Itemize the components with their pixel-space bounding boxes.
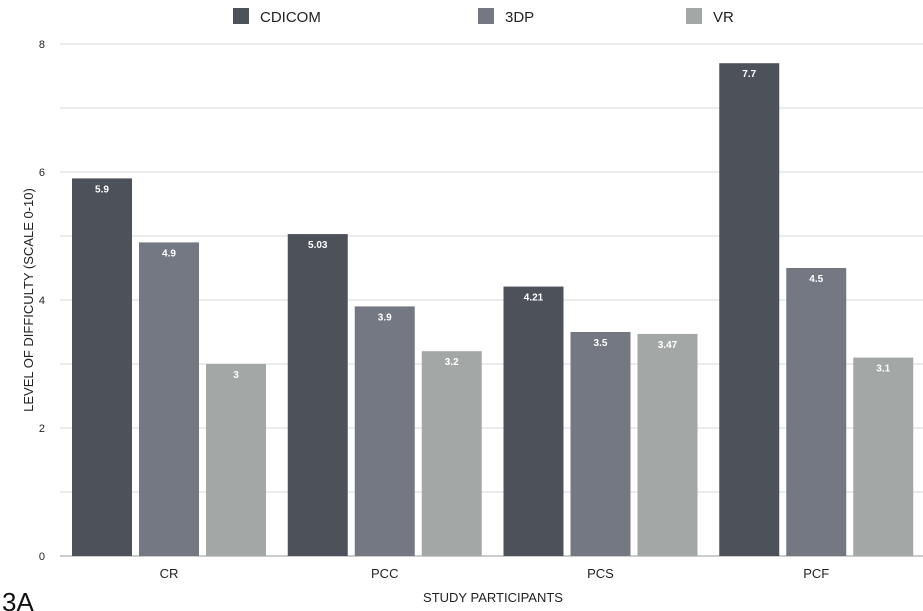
y-tick-label: 4	[39, 295, 45, 307]
bar-value-label: 4.5	[809, 274, 823, 285]
legend-label: 3DP	[505, 9, 534, 26]
legend: CDICOM 3DP VR	[233, 8, 734, 26]
gridlines	[60, 43, 923, 557]
bars	[72, 63, 914, 556]
legend-item-vr: VR	[686, 8, 734, 26]
bar-value-label: 3.2	[445, 357, 459, 368]
y-tick-label: 8	[39, 39, 45, 51]
bar-value-label: 7.7	[742, 69, 756, 80]
bar-cdicom-cr	[72, 178, 132, 556]
x-axis-title: STUDY PARTICIPANTS	[423, 590, 563, 605]
bar-value-label: 3.47	[658, 340, 678, 351]
bar-vr-pcf	[853, 357, 914, 556]
bar-value-label: 3.5	[594, 338, 608, 349]
bar-3dp-cr	[139, 242, 199, 556]
bar-value-label: 3.9	[378, 312, 392, 323]
bar-value-label: 3.1	[876, 364, 890, 375]
x-category-label: PCC	[371, 566, 398, 581]
legend-swatch	[686, 8, 702, 24]
bar-value-label: 4.21	[524, 293, 544, 304]
x-axis-categories: CR PCC PCS PCF	[160, 566, 830, 581]
bar-vr-pcc	[421, 351, 482, 556]
y-tick-label: 2	[39, 423, 45, 435]
legend-item-3dp: 3DP	[478, 8, 534, 26]
x-category-label: CR	[160, 566, 179, 581]
bar-value-label: 5.03	[308, 240, 328, 251]
x-category-label: PCS	[587, 566, 614, 581]
bar-cdicom-pcc	[287, 234, 348, 556]
legend-swatch	[233, 8, 249, 24]
bar-3dp-pcs	[570, 332, 631, 556]
bar-cdicom-pcs	[503, 286, 564, 556]
legend-label: VR	[713, 9, 734, 26]
bar-value-label: 4.9	[162, 248, 176, 259]
y-axis-title: LEVEL OF DIFFICULTY (SCALE 0-10)	[21, 188, 36, 412]
bar-vr-cr	[206, 364, 266, 556]
bar-3dp-pcc	[354, 306, 415, 556]
y-tick-label: 0	[39, 551, 45, 563]
panel-label: 3A	[2, 587, 34, 611]
legend-label: CDICOM	[260, 9, 321, 26]
legend-item-cdicom: CDICOM	[233, 8, 321, 26]
bar-vr-pcs	[637, 333, 698, 556]
bar-value-label: 5.9	[95, 184, 109, 195]
legend-swatch	[478, 8, 494, 24]
bar-cdicom-pcf	[719, 63, 780, 556]
y-tick-label: 6	[39, 167, 45, 179]
y-axis-ticks: 0 2 4 6 8	[39, 39, 45, 563]
bar-value-labels: 5.9 4.9 3 5.03 3.9 3.2 4.21 3.5 3.47 7.7 4.5 3.1	[95, 69, 891, 381]
x-category-label: PCF	[803, 566, 829, 581]
bar-value-label: 3	[233, 370, 239, 381]
bar-3dp-pcf	[786, 268, 847, 556]
